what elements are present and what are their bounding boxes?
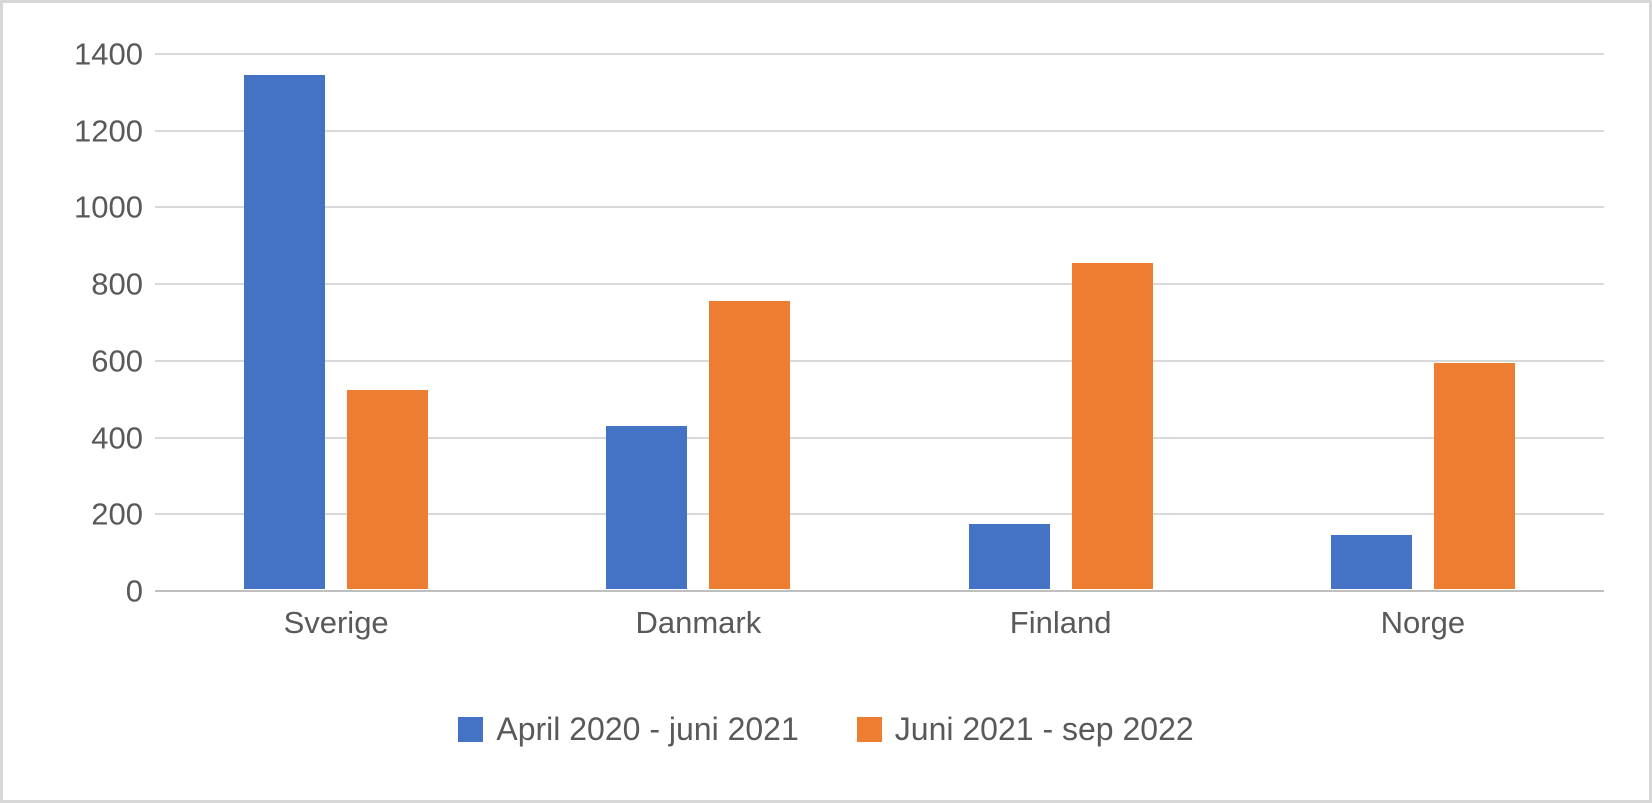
gridline [155, 359, 1604, 362]
y-tick-label: 600 [91, 343, 143, 379]
bar-norge-series1 [1330, 535, 1412, 589]
y-tick-label: 400 [91, 420, 143, 456]
bar-finland-series1 [968, 523, 1050, 589]
legend-swatch-icon [458, 717, 484, 742]
x-category-label-norge: Norge [1380, 605, 1466, 640]
y-tick-label: 1000 [74, 189, 143, 225]
gridline [155, 436, 1604, 439]
gridline [155, 513, 1604, 516]
legend: April 2020 - juni 2021 Juni 2021 - sep 20… [3, 711, 1649, 748]
bar-sverige-series2 [347, 389, 429, 589]
x-category-label-finland: Finland [1009, 605, 1112, 640]
y-tick-label: 1400 [74, 36, 143, 72]
bar-norge-series2 [1433, 362, 1515, 589]
y-tick-label: 200 [91, 496, 143, 532]
plot-area [155, 53, 1604, 592]
bar-sverige-series1 [244, 75, 326, 589]
gridline [155, 283, 1604, 286]
x-category-label-sverige: Sverige [283, 605, 389, 640]
legend-label: April 2020 - juni 2021 [496, 711, 799, 747]
x-category-label-danmark: Danmark [635, 605, 762, 640]
y-tick-label: 1200 [74, 113, 143, 149]
x-axis-line [155, 590, 1604, 592]
legend-label: Juni 2021 - sep 2022 [894, 711, 1194, 747]
bar-danmark-series1 [606, 425, 688, 589]
legend-item-series1: April 2020 - juni 2021 [458, 711, 799, 748]
y-tick-label: 800 [91, 266, 143, 302]
gridline [155, 129, 1604, 132]
bar-finland-series2 [1071, 262, 1153, 589]
y-tick-label: 0 [125, 573, 143, 609]
gridline [155, 53, 1604, 55]
legend-swatch-icon [856, 717, 882, 742]
bar-danmark-series2 [709, 301, 791, 589]
legend-item-series2: Juni 2021 - sep 2022 [856, 711, 1194, 748]
gridline [155, 206, 1604, 209]
